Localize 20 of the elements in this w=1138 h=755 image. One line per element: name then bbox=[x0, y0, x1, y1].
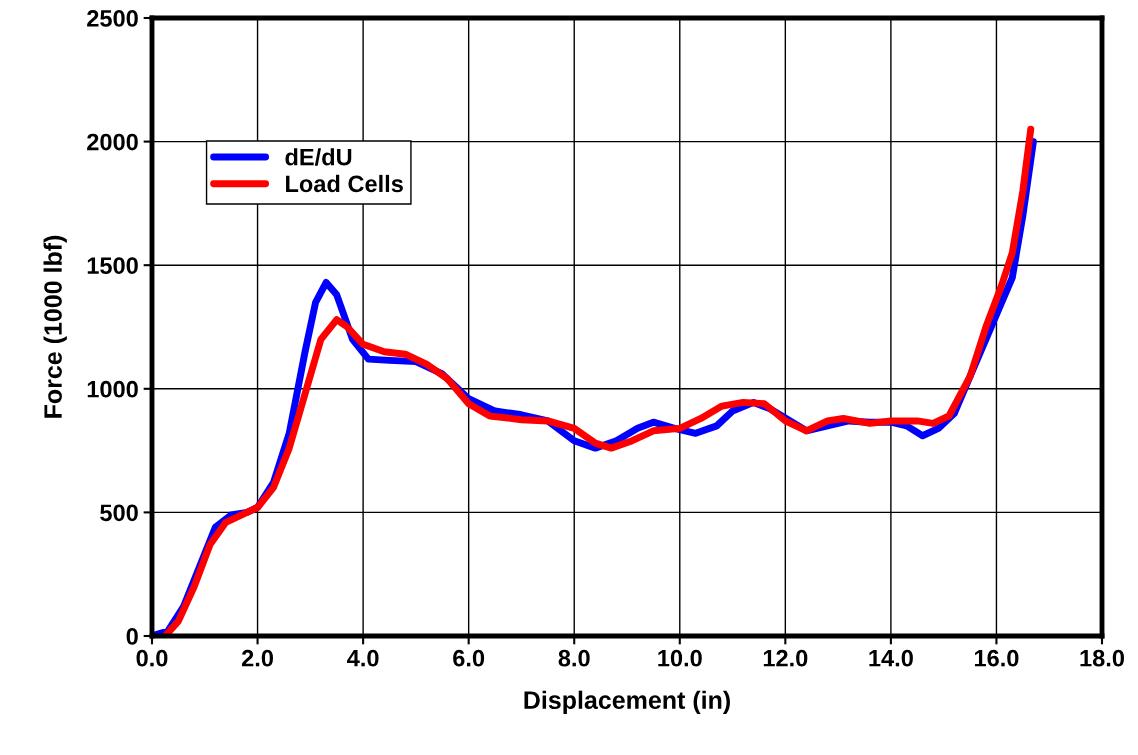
x-tick-label: 6.0 bbox=[453, 649, 485, 667]
x-tick-label: 8.0 bbox=[558, 649, 590, 667]
y-tick-label: 1500 bbox=[87, 257, 138, 274]
x-tick-label: 14.0 bbox=[869, 649, 913, 667]
y-axis-title: Force (1000 lbf) bbox=[43, 235, 67, 418]
x-tick-label: 2.0 bbox=[241, 649, 273, 667]
y-tick-label: 2500 bbox=[87, 10, 138, 27]
y-tick-label: 500 bbox=[100, 504, 138, 522]
x-tick-label: 0.0 bbox=[136, 649, 168, 667]
x-tick-label: 12.0 bbox=[763, 649, 808, 667]
y-tick-label: 0 bbox=[126, 628, 138, 645]
x-tick-label: 18.0 bbox=[1080, 649, 1125, 667]
x-tick-label: 10.0 bbox=[658, 649, 702, 667]
y-tick-label: 2000 bbox=[87, 133, 138, 151]
x-tick-label: 4.0 bbox=[347, 649, 379, 667]
legend-label: Load Cells bbox=[286, 174, 403, 193]
x-tick-label: 16.0 bbox=[974, 649, 1019, 667]
legend-label: dE/dU bbox=[285, 148, 352, 166]
y-tick-label: 1000 bbox=[87, 380, 138, 398]
x-axis-title: Displacement (in) bbox=[524, 690, 730, 714]
